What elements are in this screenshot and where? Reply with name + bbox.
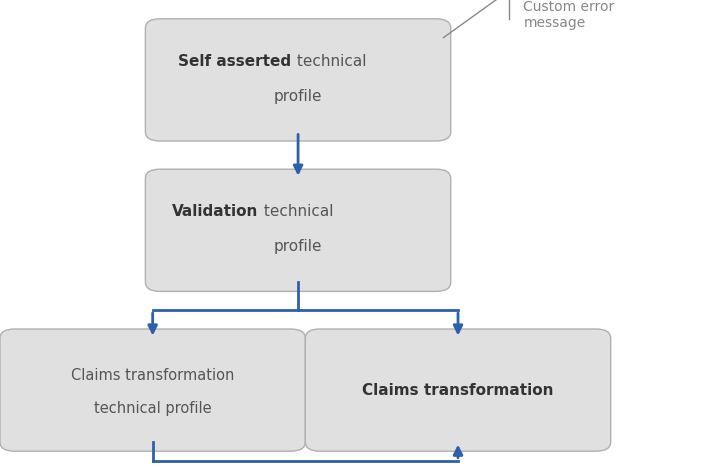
FancyBboxPatch shape bbox=[145, 169, 451, 291]
Text: Validation: Validation bbox=[172, 204, 258, 219]
Text: technical: technical bbox=[292, 54, 366, 69]
Text: Self asserted: Self asserted bbox=[177, 54, 291, 69]
Text: profile: profile bbox=[274, 239, 322, 254]
Text: Claims transformation: Claims transformation bbox=[362, 383, 554, 398]
FancyBboxPatch shape bbox=[0, 329, 305, 451]
Text: Custom error
message: Custom error message bbox=[523, 0, 615, 30]
Text: profile: profile bbox=[274, 89, 322, 104]
Text: Claims transformation: Claims transformation bbox=[71, 368, 234, 384]
Text: technical profile: technical profile bbox=[94, 401, 212, 416]
FancyBboxPatch shape bbox=[305, 329, 611, 451]
FancyBboxPatch shape bbox=[145, 19, 451, 141]
Text: technical: technical bbox=[259, 204, 333, 219]
